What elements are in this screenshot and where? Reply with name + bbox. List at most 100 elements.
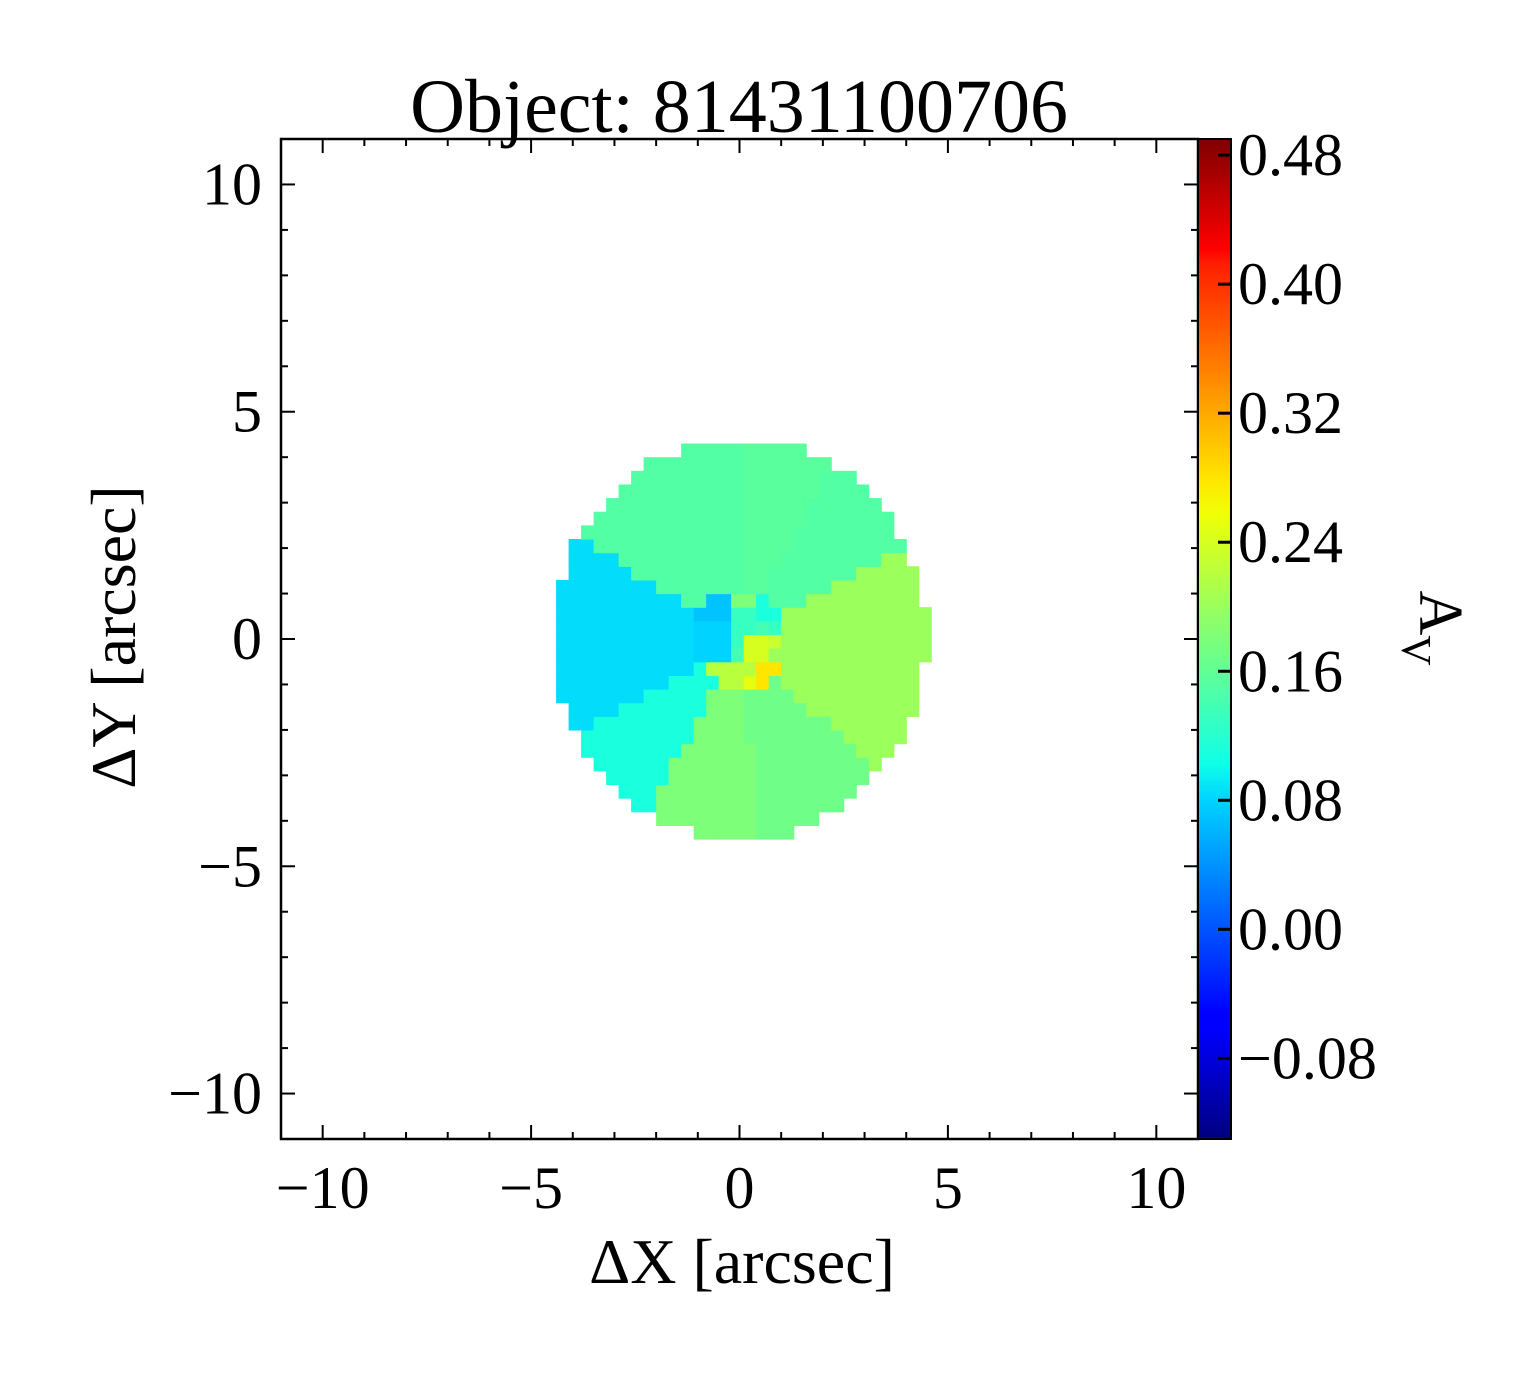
map-pixel bbox=[818, 525, 832, 540]
map-pixel bbox=[806, 457, 820, 472]
map-pixel bbox=[693, 757, 707, 772]
map-pixel bbox=[593, 620, 607, 636]
map-pixel bbox=[893, 648, 907, 663]
map-pixel bbox=[718, 729, 732, 745]
map-pixel bbox=[781, 702, 795, 717]
map-pixel bbox=[781, 593, 795, 608]
map-pixel bbox=[656, 702, 670, 717]
map-pixel bbox=[793, 661, 807, 676]
map-pixel bbox=[793, 552, 807, 567]
map-pixel bbox=[768, 757, 782, 772]
map-pixel bbox=[831, 757, 845, 772]
map-pixel bbox=[818, 798, 832, 813]
map-pixel bbox=[656, 511, 670, 526]
map-pixel bbox=[756, 811, 770, 826]
map-pixel bbox=[781, 811, 795, 826]
map-pixel bbox=[631, 539, 645, 554]
map-pixel bbox=[731, 716, 745, 731]
map-pixel bbox=[718, 716, 732, 731]
map-pixel bbox=[706, 457, 720, 472]
map-pixel bbox=[781, 716, 795, 731]
map-pixel bbox=[831, 593, 845, 608]
map-pixel bbox=[806, 743, 820, 758]
map-pixel bbox=[906, 702, 920, 717]
map-pixel bbox=[606, 579, 620, 595]
map-pixel bbox=[756, 702, 770, 717]
map-pixel bbox=[568, 552, 582, 567]
map-pixel bbox=[593, 716, 607, 731]
map-pixel bbox=[793, 798, 807, 813]
map-pixel bbox=[768, 675, 782, 690]
map-pixel bbox=[843, 634, 857, 649]
map-pixel bbox=[831, 579, 845, 595]
map-pixel bbox=[631, 525, 645, 540]
chart-title: Object: 81431100706 bbox=[410, 65, 1068, 149]
map-pixel bbox=[618, 702, 632, 717]
map-pixel bbox=[618, 498, 632, 513]
map-pixel bbox=[918, 634, 932, 649]
map-pixel bbox=[668, 498, 682, 513]
map-pixel bbox=[806, 525, 820, 540]
map-pixel bbox=[806, 552, 820, 567]
map-pixel bbox=[731, 511, 745, 526]
map-pixel bbox=[556, 607, 570, 622]
map-pixel bbox=[593, 579, 607, 595]
map-pixel bbox=[856, 675, 870, 690]
map-pixel bbox=[656, 648, 670, 663]
map-pixel bbox=[756, 470, 770, 486]
map-pixel bbox=[731, 607, 745, 622]
map-pixel bbox=[606, 770, 620, 786]
map-pixel bbox=[668, 593, 682, 608]
map-pixel bbox=[831, 729, 845, 745]
map-pixel bbox=[731, 566, 745, 581]
map-pixel bbox=[856, 702, 870, 717]
map-pixel bbox=[568, 675, 582, 690]
map-pixel bbox=[581, 539, 595, 554]
y-axis: −10 −5 0 5 10 bbox=[168, 138, 1198, 1140]
map-pixel bbox=[756, 689, 770, 704]
map-pixel bbox=[781, 770, 795, 786]
map-pixel bbox=[656, 634, 670, 649]
map-pixel bbox=[656, 757, 670, 772]
map-pixel bbox=[743, 757, 757, 772]
map-pixel bbox=[843, 648, 857, 663]
map-pixel bbox=[606, 607, 620, 622]
map-pixel bbox=[606, 593, 620, 608]
map-pixel bbox=[768, 443, 782, 458]
map-pixel bbox=[706, 770, 720, 786]
map-pixel bbox=[868, 743, 882, 758]
map-pixel bbox=[756, 484, 770, 499]
map-pixel bbox=[793, 470, 807, 486]
map-pixel bbox=[606, 702, 620, 717]
map-pixel bbox=[768, 620, 782, 636]
map-pixel bbox=[806, 470, 820, 486]
map-pixel bbox=[881, 661, 895, 676]
map-pixel bbox=[693, 770, 707, 786]
map-pixel bbox=[568, 566, 582, 581]
map-pixel bbox=[668, 607, 682, 622]
map-pixel bbox=[718, 443, 732, 458]
map-pixel bbox=[631, 675, 645, 690]
map-pixel bbox=[631, 607, 645, 622]
map-pixel bbox=[618, 566, 632, 581]
map-pixel bbox=[868, 648, 882, 663]
map-pixel bbox=[718, 689, 732, 704]
map-pixel bbox=[868, 661, 882, 676]
map-pixel bbox=[743, 552, 757, 567]
map-pixel bbox=[768, 743, 782, 758]
map-pixel bbox=[706, 566, 720, 581]
map-pixel bbox=[756, 661, 770, 676]
map-pixel bbox=[718, 593, 732, 608]
map-pixel bbox=[731, 743, 745, 758]
map-pixel bbox=[881, 648, 895, 663]
map-pixel bbox=[843, 552, 857, 567]
colorbar-tick-label: 0.00 bbox=[1238, 896, 1343, 962]
map-pixel bbox=[768, 716, 782, 731]
map-pixel bbox=[618, 511, 632, 526]
map-pixel bbox=[643, 498, 657, 513]
map-pixel bbox=[843, 566, 857, 581]
map-pixel bbox=[781, 484, 795, 499]
map-pixel bbox=[593, 607, 607, 622]
map-pixel bbox=[631, 757, 645, 772]
map-pixel bbox=[681, 811, 695, 826]
